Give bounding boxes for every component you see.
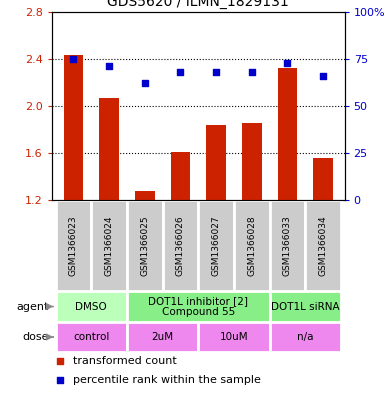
Bar — [198, 200, 234, 291]
Bar — [234, 200, 270, 291]
Text: GSM1366033: GSM1366033 — [283, 215, 292, 276]
Bar — [278, 68, 297, 200]
Bar — [270, 322, 341, 352]
Bar — [91, 200, 127, 291]
Bar — [127, 291, 270, 322]
Point — [213, 69, 219, 75]
Text: dose: dose — [23, 332, 49, 342]
Bar — [55, 200, 91, 291]
Bar — [242, 123, 262, 200]
Text: DMSO: DMSO — [75, 301, 107, 312]
Point — [57, 358, 63, 364]
Point — [285, 60, 291, 66]
Bar — [127, 322, 198, 352]
Bar — [206, 125, 226, 200]
Bar — [162, 200, 198, 291]
Bar — [171, 152, 190, 200]
Bar — [64, 55, 83, 200]
Text: GSM1366034: GSM1366034 — [319, 215, 328, 276]
Bar — [198, 322, 270, 352]
Bar — [55, 291, 127, 322]
Bar — [127, 200, 162, 291]
Text: n/a: n/a — [297, 332, 313, 342]
Point — [70, 56, 77, 62]
Point — [106, 63, 112, 70]
Point — [320, 73, 326, 79]
Bar — [270, 200, 305, 291]
Bar — [99, 98, 119, 200]
Point — [57, 377, 63, 384]
Text: control: control — [73, 332, 109, 342]
Text: GSM1366023: GSM1366023 — [69, 215, 78, 276]
Text: GSM1366025: GSM1366025 — [140, 215, 149, 276]
Point — [142, 80, 148, 86]
Bar — [55, 322, 127, 352]
Text: 2uM: 2uM — [152, 332, 174, 342]
Text: GSM1366026: GSM1366026 — [176, 215, 185, 276]
Point — [177, 69, 184, 75]
Title: GDS5620 / ILMN_1829131: GDS5620 / ILMN_1829131 — [107, 0, 289, 9]
Text: GSM1366028: GSM1366028 — [247, 215, 256, 276]
Text: 10uM: 10uM — [220, 332, 248, 342]
Text: transformed count: transformed count — [73, 356, 177, 366]
Text: DOT1L inhibitor [2]
Compound 55: DOT1L inhibitor [2] Compound 55 — [148, 296, 248, 317]
Text: GSM1366027: GSM1366027 — [212, 215, 221, 276]
Text: GSM1366024: GSM1366024 — [105, 215, 114, 276]
Bar — [135, 191, 154, 200]
Bar — [270, 291, 341, 322]
Point — [249, 69, 255, 75]
Text: agent: agent — [17, 301, 49, 312]
Bar — [305, 200, 341, 291]
Bar — [313, 158, 333, 200]
Text: percentile rank within the sample: percentile rank within the sample — [73, 375, 261, 386]
Text: DOT1L siRNA: DOT1L siRNA — [271, 301, 340, 312]
